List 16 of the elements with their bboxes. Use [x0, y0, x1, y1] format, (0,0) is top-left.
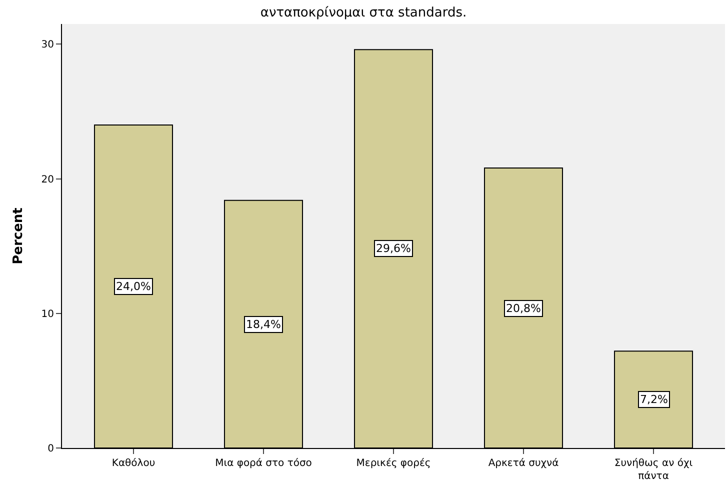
x-tick-label: Μια φορά στο τόσο	[215, 458, 312, 469]
data-label: 20,8%	[506, 302, 541, 315]
chart-title: ανταποκρίνομαι στα standards.	[260, 6, 467, 21]
y-tick-label: 30	[41, 40, 54, 51]
y-axis-title: Percent	[11, 208, 26, 264]
data-label: 24,0%	[116, 280, 151, 293]
y-tick-label: 0	[48, 444, 54, 454]
y-tick-label: 20	[41, 174, 54, 186]
x-tick-label: Μερικές φορές	[356, 458, 431, 469]
data-label: 18,4%	[246, 318, 281, 331]
x-tick-label: Καθόλου	[112, 458, 156, 469]
y-tick-label: 10	[41, 308, 54, 320]
x-tick-label: Αρκετά συχνά	[488, 458, 560, 469]
x-tick-label: Συνήθως αν όχι πάντα	[614, 458, 694, 482]
data-label: 7,2%	[640, 393, 668, 406]
data-label: 29,6%	[376, 242, 411, 255]
